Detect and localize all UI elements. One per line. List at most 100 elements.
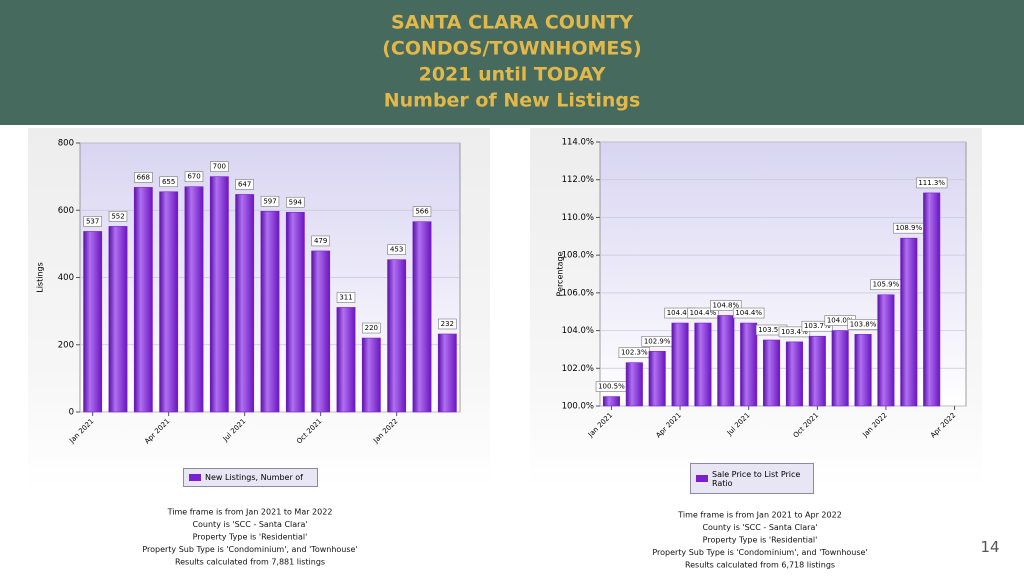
bar xyxy=(133,187,153,413)
bar xyxy=(900,237,918,407)
bar xyxy=(260,210,280,413)
value-label-box xyxy=(108,211,128,222)
bar xyxy=(437,333,457,413)
header-title: Number of New Listings xyxy=(384,90,641,112)
value-label-box xyxy=(184,171,204,183)
value-label-box xyxy=(732,307,765,319)
value-label: 311 xyxy=(339,293,352,301)
header-title: 2021 until TODAY xyxy=(419,64,606,86)
bar xyxy=(602,396,620,407)
value-label-box xyxy=(362,322,381,334)
page-number: 14 xyxy=(980,538,999,556)
y-tick-label: 400 xyxy=(58,273,74,283)
value-label: 108.9% xyxy=(895,224,922,232)
bar xyxy=(785,341,803,407)
bar xyxy=(235,194,255,413)
value-label: 700 xyxy=(213,163,226,171)
footnote: Results calculated from 7,881 listings xyxy=(175,558,325,567)
footnote: Property Type is 'Residential' xyxy=(703,536,818,545)
bar xyxy=(831,330,849,407)
value-label: 453 xyxy=(390,246,403,254)
bar xyxy=(412,221,432,413)
bar xyxy=(854,334,872,407)
bar xyxy=(671,322,689,407)
header-band xyxy=(0,0,1024,125)
header-title: (CONDOS/TOWNHOMES) xyxy=(382,38,642,60)
value-label: 552 xyxy=(111,212,124,220)
y-axis-label: Listings xyxy=(36,262,45,293)
bar xyxy=(763,339,781,407)
value-label: 103.5% xyxy=(758,326,785,334)
value-label: 232 xyxy=(441,320,454,328)
legend: New Listings, Number of xyxy=(183,468,318,487)
value-label: 220 xyxy=(365,324,378,332)
value-label: 537 xyxy=(86,217,99,225)
bar xyxy=(877,294,895,407)
footnote: Time frame is from Jan 2021 to Apr 2022 xyxy=(677,511,842,520)
value-label: 102.3% xyxy=(621,349,648,357)
y-tick-label: 200 xyxy=(58,340,74,350)
value-label: 104.0% xyxy=(827,317,854,325)
value-label: 103.4% xyxy=(781,328,808,336)
bar xyxy=(184,186,204,413)
value-label: 104.8% xyxy=(712,301,739,309)
y-tick-label: 600 xyxy=(58,206,74,216)
value-label: 104.4% xyxy=(667,309,694,317)
value-label-box xyxy=(710,300,742,311)
value-label-box xyxy=(438,318,457,330)
bar xyxy=(808,335,826,407)
footnote: County is 'SCC - Santa Clara' xyxy=(702,523,817,532)
legend-swatch xyxy=(696,475,708,482)
value-label: 100.5% xyxy=(598,383,625,391)
value-label: 594 xyxy=(289,198,303,206)
bar xyxy=(717,315,735,407)
y-tick-label: 102.0% xyxy=(562,364,594,374)
bar xyxy=(740,322,758,407)
value-label-box xyxy=(387,244,406,255)
footnote: Property Type is 'Residential' xyxy=(193,533,308,542)
bar xyxy=(648,351,666,407)
legend: Sale Price to List Price Ratio xyxy=(690,463,814,494)
bar xyxy=(285,211,305,413)
bar xyxy=(625,362,643,407)
bar xyxy=(387,259,407,413)
y-tick-label: 108.0% xyxy=(562,251,594,261)
value-label: 647 xyxy=(238,180,251,188)
footnote: Time frame is from Jan 2021 to Mar 2022 xyxy=(167,508,333,517)
footnote: County is 'SCC - Santa Clara' xyxy=(192,520,307,529)
value-label-box xyxy=(286,196,305,208)
value-label-box xyxy=(260,195,280,207)
value-label: 104.4% xyxy=(690,309,717,317)
value-label: 668 xyxy=(137,173,150,181)
value-label-box xyxy=(336,292,356,303)
value-label-box xyxy=(159,176,178,188)
value-label-box xyxy=(83,216,102,227)
value-label-box xyxy=(235,179,254,190)
y-axis-label: Percentage xyxy=(556,251,565,296)
y-tick-label: 106.0% xyxy=(562,288,594,298)
value-label-box xyxy=(311,235,330,247)
value-label: 479 xyxy=(314,237,327,245)
footnote: Property Sub Type is 'Condominium', and … xyxy=(652,548,867,557)
legend-label: Sale Price to List Price Ratio xyxy=(712,469,801,488)
bar xyxy=(108,226,128,413)
value-label: 566 xyxy=(415,208,429,216)
value-label-box xyxy=(412,206,432,217)
bar xyxy=(923,192,941,407)
y-tick-label: 800 xyxy=(58,139,74,149)
legend-swatch xyxy=(189,474,201,481)
value-label-box xyxy=(801,320,834,332)
y-tick-label: 0 xyxy=(69,408,74,418)
bar xyxy=(336,307,356,413)
bar xyxy=(209,176,229,413)
bar xyxy=(159,191,179,413)
footnote: Results calculated from 6,718 listings xyxy=(685,561,835,570)
bar xyxy=(311,250,331,413)
header-title: SANTA CLARA COUNTY xyxy=(391,12,633,34)
y-tick-label: 104.0% xyxy=(562,326,594,336)
value-label-box xyxy=(778,326,811,338)
footnote: Property Sub Type is 'Condominium', and … xyxy=(142,545,357,554)
value-label-box xyxy=(134,172,153,183)
